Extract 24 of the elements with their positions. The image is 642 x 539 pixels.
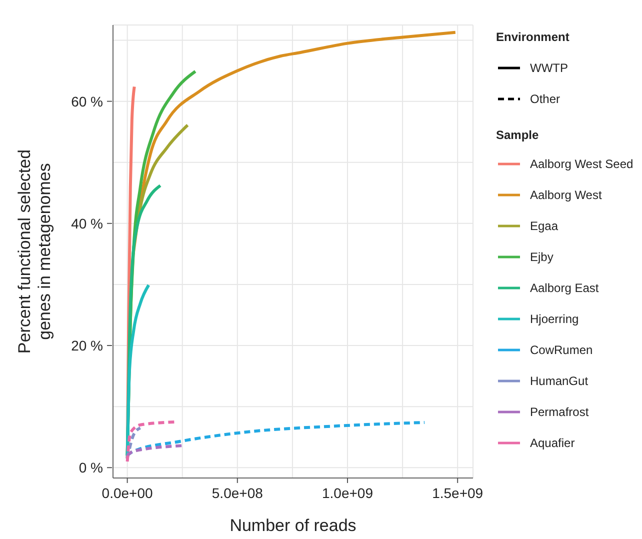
legend-label: Aalborg West Seed: [529, 156, 634, 172]
x-tick-label: 1.5e+09: [432, 485, 484, 501]
legend-label: HumanGut: [529, 372, 590, 390]
x-tick-label: 0.0e+00: [102, 485, 154, 501]
text: Other: [529, 90, 562, 108]
y-tick-label: 0 %: [78, 460, 103, 476]
y-tick-label: 20 %: [71, 338, 103, 354]
legend-label: Aalborg East: [529, 280, 600, 296]
legend-label: Hjoerring: [529, 310, 580, 328]
legend-label: Permafrost: [529, 404, 590, 420]
x-tick-label: 1.0e+09: [322, 485, 374, 501]
text: WWTP: [529, 60, 569, 76]
legend-label: Aalborg West: [529, 186, 603, 204]
legend-label: CowRumen: [529, 342, 594, 358]
y-axis-title: Percent functional selected genes in metagenomes: [15, 149, 54, 354]
legend-label: Aquafier: [529, 434, 576, 452]
y-tick-label: 60 %: [71, 93, 103, 110]
x-tick-label: 5.0e+08: [212, 485, 264, 501]
legend-title: Sample: [496, 128, 540, 142]
legend-label: Ejby: [529, 248, 554, 266]
legend-label: Egaa: [529, 218, 560, 234]
x-axis-title: Number of reads: [230, 516, 356, 535]
text: Environment: [496, 30, 570, 44]
y-tick-label: 40 %: [71, 215, 103, 232]
